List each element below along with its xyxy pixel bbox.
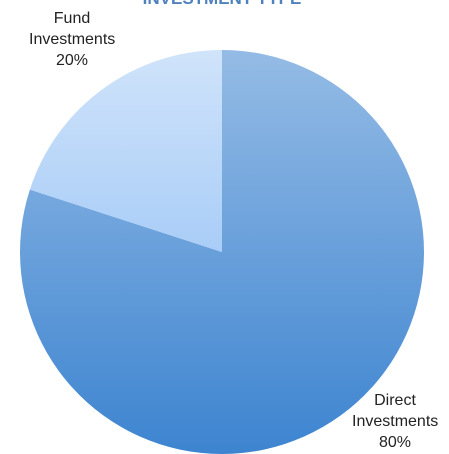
category-label: Direct Investments [352, 392, 439, 430]
value-label: 20% [55, 52, 89, 69]
slice-label: Direct Investments 80% [340, 390, 449, 453]
category-label: Fund Investments [29, 10, 116, 48]
pie-slice [29, 50, 223, 252]
chart-title: INVESTMENT TYPE [143, 0, 302, 8]
slice-label: Fund Investments 20% [17, 8, 127, 71]
value-label: 80% [378, 434, 412, 451]
